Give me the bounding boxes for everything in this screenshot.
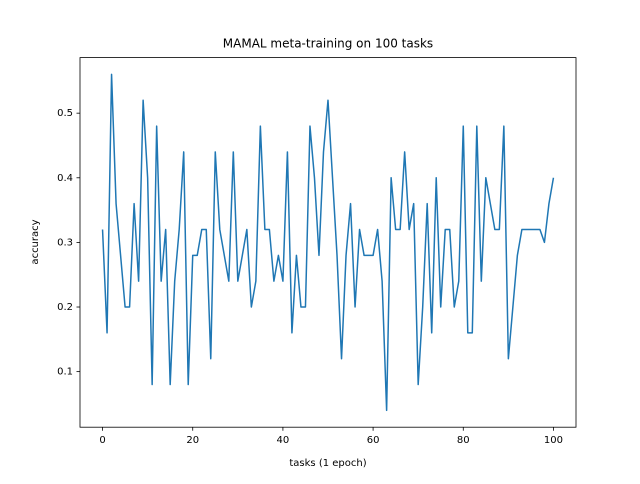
y-axis-label: accuracy bbox=[30, 219, 41, 264]
plot-frame bbox=[79, 57, 577, 428]
y-tick-label: 0.5 bbox=[57, 108, 73, 119]
data-line bbox=[101, 73, 555, 412]
x-tick-label: 80 bbox=[457, 435, 470, 446]
x-tick-label: 0 bbox=[99, 435, 105, 446]
y-tick-label: 0.4 bbox=[57, 173, 73, 184]
x-axis-label: tasks (1 epoch) bbox=[289, 458, 366, 469]
y-tick-label: 0.3 bbox=[57, 237, 73, 248]
y-tick-label: 0.2 bbox=[57, 302, 73, 313]
x-tick-label: 60 bbox=[367, 435, 380, 446]
chart-title: MAMAL meta-training on 100 tasks bbox=[223, 37, 433, 51]
x-tick-label: 100 bbox=[544, 435, 563, 446]
y-tick-label: 0.1 bbox=[57, 367, 73, 378]
x-tick-label: 40 bbox=[277, 435, 290, 446]
x-tick-label: 20 bbox=[186, 435, 199, 446]
